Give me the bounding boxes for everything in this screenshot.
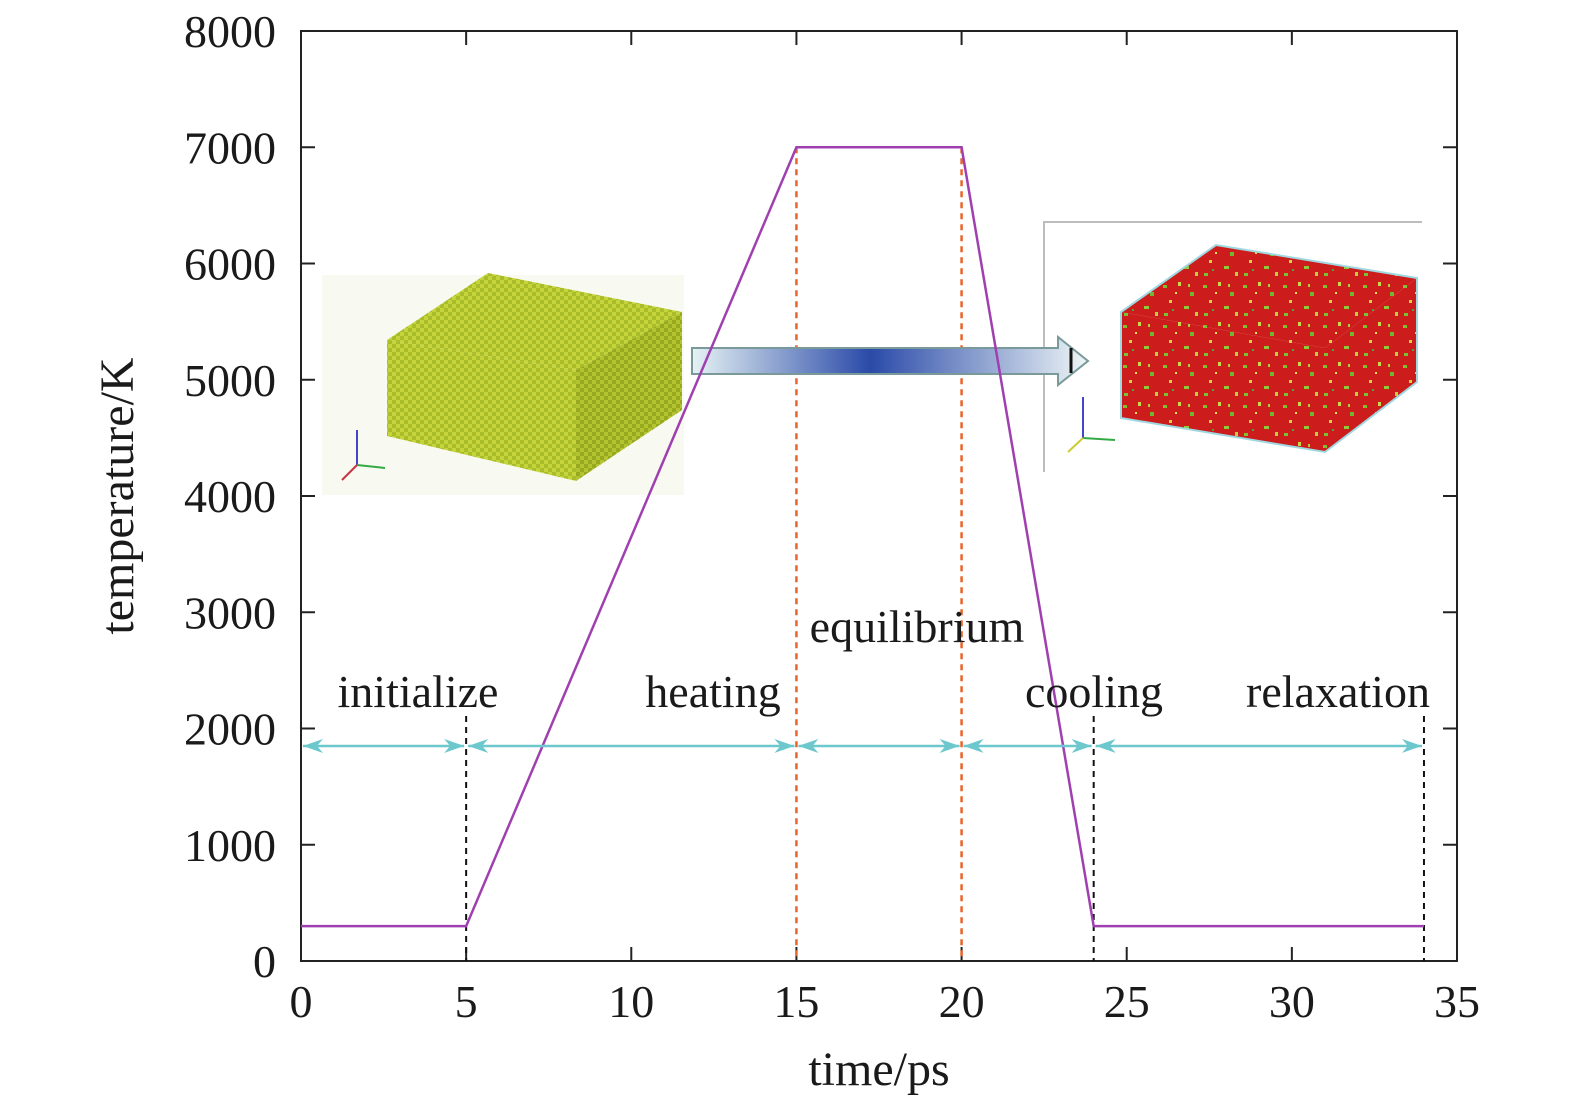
y-tick-label: 5000 xyxy=(184,355,276,406)
y-tick-label: 7000 xyxy=(184,122,276,173)
y-tick-label: 4000 xyxy=(184,471,276,522)
y-tick-label: 0 xyxy=(253,936,276,987)
phase-label-relaxation: relaxation xyxy=(1246,666,1430,717)
x-tick-label: 35 xyxy=(1434,976,1480,1027)
x-tick-label: 20 xyxy=(939,976,985,1027)
box-front-face xyxy=(1121,312,1325,452)
y-axis-title: temperature/K xyxy=(91,357,144,635)
phase-label-heating: heating xyxy=(645,666,780,717)
box-top-face xyxy=(1121,245,1417,348)
box-top-face xyxy=(387,273,682,370)
x-tick-label: 5 xyxy=(455,976,478,1027)
phase-label-equilibrium: equilibrium xyxy=(810,601,1025,652)
y-axis-ticks: 0 1000 2000 3000 4000 5000 6000 7000 8000 xyxy=(184,6,1457,987)
x-tick-label: 10 xyxy=(608,976,654,1027)
y-tick-label: 2000 xyxy=(184,704,276,755)
y-tick-label: 3000 xyxy=(184,587,276,638)
x-axis-ticks: 0 5 10 15 20 25 30 35 xyxy=(290,31,1480,1027)
phase-boundaries xyxy=(465,147,1425,961)
y-tick-label: 8000 xyxy=(184,6,276,57)
phase-label-cooling: cooling xyxy=(1025,666,1163,717)
axis-triad-icon xyxy=(341,430,386,481)
x-tick-label: 30 xyxy=(1269,976,1315,1027)
box-side-face xyxy=(1325,278,1417,452)
plot-frame xyxy=(300,30,1458,962)
y-tick-label: 1000 xyxy=(184,820,276,871)
x-tick-label: 25 xyxy=(1104,976,1150,1027)
initial-crystal-box-inset xyxy=(322,273,684,495)
transition-arrow xyxy=(691,334,1090,388)
temperature-line xyxy=(301,146,1424,928)
phase-label-initialize: initialize xyxy=(338,666,499,717)
x-axis-title: time/ps xyxy=(808,1043,949,1096)
x-tick-label: 0 xyxy=(290,976,313,1027)
final-quenched-box-inset xyxy=(1043,221,1422,472)
box-front-face xyxy=(387,340,576,481)
box-side-face xyxy=(576,312,682,481)
x-tick-label: 15 xyxy=(773,976,819,1027)
y-tick-label: 6000 xyxy=(184,239,276,290)
axis-triad-icon xyxy=(1067,397,1116,453)
